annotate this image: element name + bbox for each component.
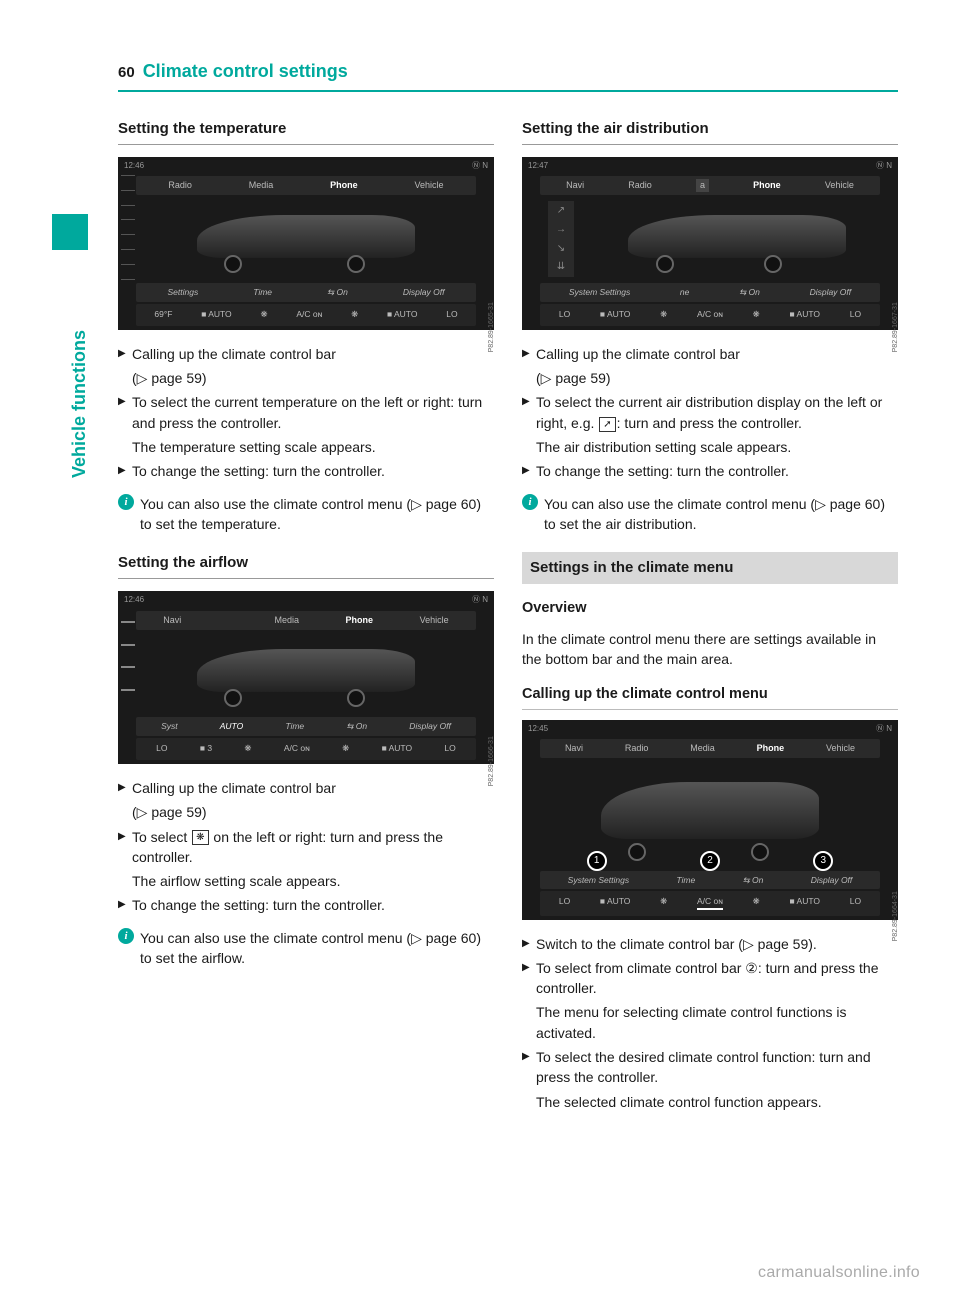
screenshot-climate-menu: 12:45Ⓝ N Navi Radio Media Phone Vehicle …	[522, 720, 898, 920]
fig-ref: P82.89-1666-31	[487, 736, 497, 786]
calling-menu-title: Calling up the climate control menu	[522, 684, 898, 710]
page-number: 60	[118, 62, 135, 84]
step-arrow-icon: ▶	[118, 392, 132, 410]
left-column: Setting the temperature 12:46Ⓝ N Radio M…	[118, 118, 494, 1124]
screenshot-temperature: 12:46Ⓝ N Radio Media Phone Vehicle Setti…	[118, 157, 494, 330]
info-note: i You can also use the climate control m…	[522, 494, 898, 535]
header-title: Climate control settings	[143, 58, 348, 84]
info-icon: i	[118, 928, 134, 944]
info-icon: i	[522, 494, 538, 510]
watermark: carmanualsonline.info	[758, 1261, 920, 1284]
step-arrow-icon: ▶	[522, 392, 536, 410]
temp-steps: ▶Calling up the climate control bar (▷ p…	[118, 344, 494, 482]
screenshot-airdist: 12:47Ⓝ N Navi Radio a Phone Vehicle ↗→↘⇊…	[522, 157, 898, 330]
side-tab	[52, 214, 88, 250]
step-arrow-icon: ▶	[118, 827, 132, 845]
callout-3: 3	[813, 851, 833, 871]
step-arrow-icon: ▶	[522, 344, 536, 362]
airdist-steps: ▶Calling up the climate control bar (▷ p…	[522, 344, 898, 482]
step-arrow-icon: ▶	[522, 461, 536, 479]
page-content: Vehicle functions 60 Climate control set…	[88, 58, 898, 1262]
section-airflow-title: Setting the airflow	[118, 552, 494, 579]
step-arrow-icon: ▶	[118, 895, 132, 913]
step-arrow-icon: ▶	[118, 461, 132, 479]
airflow-steps: ▶Calling up the climate control bar (▷ p…	[118, 778, 494, 916]
fig-ref: P82.89-1664-31	[891, 892, 901, 942]
right-column: Setting the air distribution 12:47Ⓝ N Na…	[522, 118, 898, 1124]
overview-title: Overview	[522, 598, 898, 619]
section-airdist-title: Setting the air distribution	[522, 118, 898, 145]
overview-text: In the climate control menu there are se…	[522, 629, 898, 670]
climate-menu-steps: ▶Switch to the climate control bar (▷ pa…	[522, 934, 898, 1112]
step-arrow-icon: ▶	[522, 1047, 536, 1065]
info-note: i You can also use the climate control m…	[118, 494, 494, 535]
step-arrow-icon: ▶	[118, 778, 132, 796]
callout-2: 2	[700, 851, 720, 871]
page-header: 60 Climate control settings	[118, 58, 898, 92]
airflow-step2: To select ❋ on the left or right: turn a…	[132, 827, 494, 868]
step-arrow-icon: ▶	[522, 934, 536, 952]
callout-1: 1	[587, 851, 607, 871]
airdist-step2: To select the current air distribution d…	[536, 392, 898, 433]
side-label: Vehicle functions	[66, 330, 92, 478]
fig-ref: P82.89-1667-31	[891, 302, 901, 352]
section-temp-title: Setting the temperature	[118, 118, 494, 145]
info-note: i You can also use the climate control m…	[118, 928, 494, 969]
settings-menu-bar: Settings in the climate menu	[522, 552, 898, 584]
step-arrow-icon: ▶	[118, 344, 132, 362]
fan-icon: ❋	[192, 830, 208, 845]
fig-ref: P82.89-1665-31	[487, 302, 497, 352]
info-icon: i	[118, 494, 134, 510]
step-arrow-icon: ▶	[522, 958, 536, 976]
vent-icon: ➚	[599, 417, 615, 432]
content-columns: Setting the temperature 12:46Ⓝ N Radio M…	[118, 118, 898, 1124]
screenshot-airflow: 12:46Ⓝ N Navi Media Phone Vehicle Syst A…	[118, 591, 494, 764]
